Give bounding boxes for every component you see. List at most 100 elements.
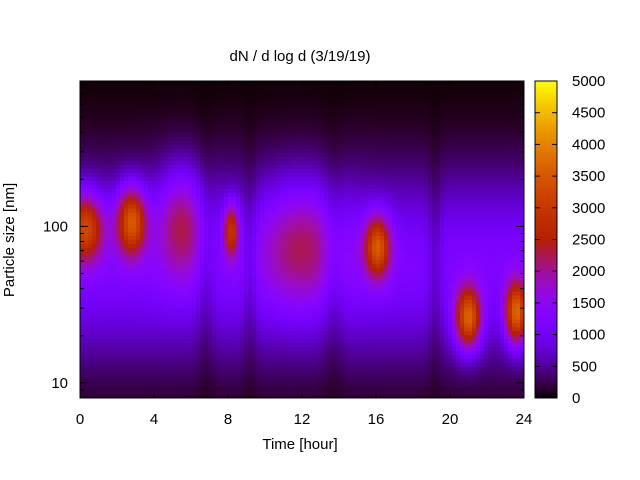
- heatmap-cell: [268, 394, 273, 398]
- heatmap-cell: [124, 314, 129, 320]
- heatmap-cell: [132, 88, 137, 94]
- heatmap-cell: [284, 180, 289, 185]
- heatmap-cell: [204, 81, 209, 86]
- heatmap-cell: [96, 362, 101, 367]
- heatmap-cell: [188, 120, 193, 126]
- heatmap-cell: [200, 382, 205, 387]
- heatmap-cell: [172, 168, 177, 173]
- heatmap-cell: [232, 207, 237, 213]
- heatmap-cell: [320, 168, 325, 173]
- heatmap-cell: [224, 275, 229, 280]
- heatmap-cell: [216, 92, 221, 98]
- heatmap-cell: [296, 394, 301, 398]
- heatmap-cell: [108, 362, 113, 367]
- heatmap-cell: [248, 358, 253, 363]
- heatmap-cell: [112, 156, 117, 161]
- heatmap-cell: [248, 263, 253, 268]
- heatmap-cell: [132, 203, 137, 209]
- heatmap-cell: [104, 251, 109, 256]
- heatmap-cell: [100, 318, 105, 324]
- heatmap-cell: [128, 267, 133, 272]
- heatmap-cell: [312, 334, 317, 340]
- heatmap-cell: [240, 386, 245, 391]
- heatmap-cell: [296, 124, 301, 130]
- heatmap-cell: [104, 164, 109, 169]
- heatmap-cell: [224, 191, 229, 197]
- heatmap-cell: [256, 81, 261, 86]
- heatmap-cell: [184, 314, 189, 320]
- heatmap-cell: [256, 203, 261, 209]
- heatmap-cell: [216, 318, 221, 324]
- heatmap-cell: [304, 116, 309, 122]
- heatmap-cell: [228, 235, 233, 241]
- heatmap-cell: [104, 215, 109, 221]
- heatmap-cell: [316, 187, 321, 193]
- heatmap-cell: [304, 310, 309, 316]
- heatmap-cell: [172, 195, 177, 201]
- heatmap-cell: [220, 231, 225, 237]
- heatmap-cell: [228, 314, 233, 320]
- heatmap-cell: [296, 370, 301, 375]
- heatmap-cell: [212, 195, 217, 201]
- heatmap-cell: [284, 298, 289, 304]
- heatmap-cell: [208, 358, 213, 363]
- heatmap-cell: [132, 390, 137, 395]
- heatmap-cell: [212, 279, 217, 284]
- heatmap-cell: [284, 334, 289, 340]
- heatmap-cell: [280, 279, 285, 284]
- heatmap-cell: [260, 239, 265, 245]
- heatmap-cell: [312, 354, 317, 359]
- heatmap-cell: [164, 168, 169, 173]
- heatmap-cell: [108, 243, 113, 249]
- heatmap-cell: [104, 116, 109, 122]
- heatmap-cell: [268, 152, 273, 157]
- heatmap-cell: [180, 191, 185, 197]
- heatmap-cell: [164, 298, 169, 304]
- heatmap-cell: [324, 247, 329, 252]
- heatmap-cell: [224, 298, 229, 304]
- heatmap-cell: [124, 156, 129, 161]
- heatmap-cell: [328, 358, 333, 363]
- heatmap-cell: [84, 279, 89, 284]
- heatmap-cell: [240, 239, 245, 245]
- heatmap-cell: [208, 239, 213, 245]
- heatmap-cell: [256, 180, 261, 185]
- heatmap-cell: [316, 84, 321, 90]
- heatmap-cell: [112, 302, 117, 308]
- heatmap-cell: [316, 342, 321, 348]
- heatmap-cell: [272, 255, 277, 260]
- heatmap-cell: [184, 100, 189, 106]
- heatmap-cell: [96, 287, 101, 292]
- heatmap-cell: [304, 104, 309, 110]
- heatmap-cell: [100, 283, 105, 288]
- heatmap-cell: [300, 128, 305, 134]
- heatmap-cell: [116, 227, 121, 233]
- heatmap-cell: [260, 223, 265, 229]
- heatmap-cell: [240, 136, 245, 142]
- heatmap-cell: [208, 362, 213, 367]
- heatmap-cell: [132, 251, 137, 256]
- heatmap-cell: [100, 366, 105, 371]
- heatmap-cell: [276, 124, 281, 130]
- heatmap-cell: [152, 144, 157, 149]
- heatmap-cell: [256, 231, 261, 237]
- heatmap-cell: [192, 215, 197, 221]
- heatmap-cell: [228, 215, 233, 221]
- heatmap-cell: [228, 291, 233, 296]
- heatmap-cell: [160, 184, 165, 189]
- heatmap-cell: [256, 88, 261, 94]
- heatmap-cell: [260, 176, 265, 181]
- heatmap-cell: [240, 271, 245, 276]
- heatmap-cell: [120, 334, 125, 340]
- heatmap-cell: [148, 310, 153, 316]
- heatmap-cell: [136, 223, 141, 229]
- heatmap-cell: [128, 287, 133, 292]
- heatmap-cell: [236, 346, 241, 352]
- heatmap-cell: [176, 354, 181, 359]
- heatmap-cell: [172, 267, 177, 272]
- heatmap-cell: [148, 294, 153, 300]
- heatmap-cell: [248, 92, 253, 98]
- heatmap-cell: [316, 386, 321, 391]
- heatmap-cell: [292, 116, 297, 122]
- heatmap-cell: [136, 390, 141, 395]
